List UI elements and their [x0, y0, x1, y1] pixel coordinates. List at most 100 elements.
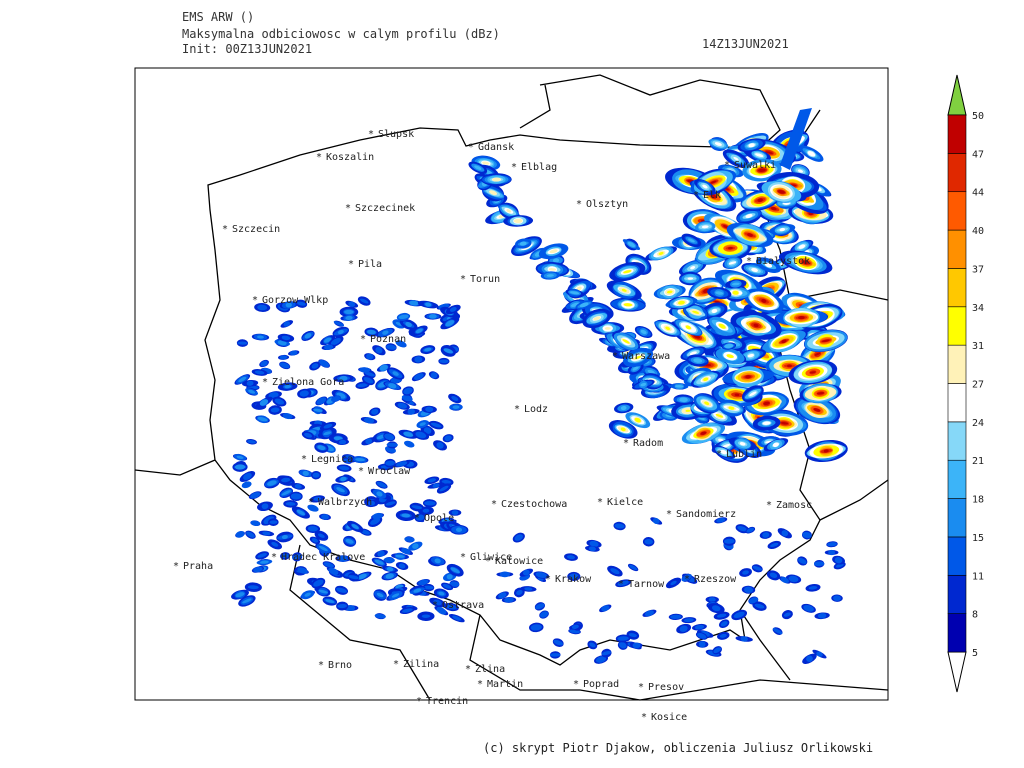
echo-cell	[316, 397, 327, 405]
echo-cell	[427, 478, 437, 483]
city-marker: *	[638, 682, 644, 693]
echo-cell	[601, 651, 612, 656]
echo-cell	[419, 422, 426, 426]
echo-cell	[297, 301, 306, 306]
echo-cell	[828, 549, 836, 556]
echo-cell	[593, 316, 601, 321]
colorbar-segment	[947, 153, 967, 193]
echo-cell	[445, 320, 455, 327]
echo-cell	[382, 330, 389, 335]
echo-cell	[588, 546, 596, 552]
echo-cell	[728, 246, 733, 250]
colorbar-label: 21	[972, 456, 984, 467]
city-label: Legnica	[311, 454, 353, 465]
echo-cell	[446, 604, 457, 610]
echo-cell	[589, 642, 596, 648]
echo-cell	[579, 302, 589, 308]
echo-cell	[498, 592, 507, 599]
echo-cell	[506, 209, 512, 213]
echo-cell	[614, 523, 625, 529]
colorbar-label: 50	[972, 111, 984, 122]
echo-cell	[772, 442, 779, 448]
colorbar-label: 27	[972, 380, 984, 391]
city-label: Lodz	[524, 404, 548, 415]
init-time: Init: 00Z13JUN2021	[182, 42, 312, 56]
echo-cell	[262, 531, 271, 536]
city-marker: *	[360, 334, 366, 345]
city-label: Radom	[633, 438, 663, 449]
echo-cell	[549, 653, 561, 657]
echo-cell	[595, 656, 607, 663]
city-label: Elblag	[521, 162, 557, 173]
echo-cell	[331, 395, 341, 402]
echo-cell	[441, 479, 452, 484]
city-marker: *	[460, 552, 466, 563]
echo-cell	[516, 589, 523, 595]
echo-cell	[689, 351, 697, 356]
colorbar-label: 11	[972, 571, 984, 582]
city-marker: *	[432, 600, 438, 611]
echo-cell	[788, 575, 799, 583]
city-label: Rzeszow	[694, 574, 737, 585]
echo-cell	[421, 614, 431, 618]
colorbar-label: 15	[972, 533, 984, 544]
echo-cell	[317, 445, 326, 450]
city-label: Poprad	[583, 679, 619, 690]
echo-cell	[700, 431, 707, 435]
echo-cell	[397, 402, 408, 409]
echo-cell	[313, 579, 324, 587]
echo-cell	[679, 397, 688, 403]
colorbar-label: 18	[972, 495, 984, 506]
colorbar: 5 8 11 15 18 21 24 27 31 34 37 40 44 47 50	[947, 74, 984, 693]
echo-cell	[401, 547, 411, 555]
echo-cell	[415, 328, 423, 334]
city-label: Olsztyn	[586, 199, 628, 210]
city-label: Gorzow Wlkp	[262, 295, 328, 306]
echo-cell	[392, 371, 399, 376]
echo-cell	[683, 618, 694, 623]
echo-cell	[257, 553, 268, 558]
echo-cell	[816, 392, 825, 395]
echo-cell	[299, 390, 309, 397]
echo-cell	[398, 314, 409, 320]
echo-cell	[405, 321, 412, 328]
echo-cell	[783, 612, 791, 617]
echo-cell	[513, 218, 523, 224]
colorbar-segment	[947, 613, 967, 653]
city-label: Presov	[648, 682, 684, 693]
echo-cell	[318, 545, 328, 552]
echo-cell	[247, 585, 259, 590]
echo-cell	[425, 406, 434, 412]
echo-cell	[627, 241, 636, 248]
echo-cell	[745, 375, 751, 379]
echo-cell	[720, 621, 728, 627]
echo-cell	[770, 542, 779, 548]
echo-cell	[779, 227, 786, 232]
echo-cell	[344, 309, 354, 315]
echo-cell	[302, 470, 309, 476]
echo-cell	[374, 613, 386, 619]
city-marker: *	[618, 579, 624, 590]
city-marker: *	[693, 190, 699, 201]
echo-cell	[749, 391, 757, 397]
city-label: Gliwice	[470, 552, 512, 563]
city-label: Brno	[328, 660, 352, 671]
echo-cell	[758, 168, 766, 172]
echo-cell	[571, 624, 579, 629]
echo-cell	[762, 421, 771, 425]
echo-cell	[809, 371, 816, 374]
echo-cell	[746, 527, 755, 533]
echo-cell	[385, 573, 394, 579]
echo-cell	[647, 369, 655, 375]
echo-cell	[628, 633, 637, 638]
echo-cell	[802, 260, 809, 265]
echo-cell	[753, 323, 759, 328]
echo-cell	[376, 491, 383, 497]
colorbar-segment	[947, 268, 967, 308]
echo-cell	[337, 603, 347, 609]
echo-cell	[724, 343, 734, 349]
echo-cell	[285, 502, 296, 506]
echo-cell	[323, 344, 334, 350]
echo-cell	[474, 165, 482, 170]
echo-cell	[715, 414, 724, 418]
